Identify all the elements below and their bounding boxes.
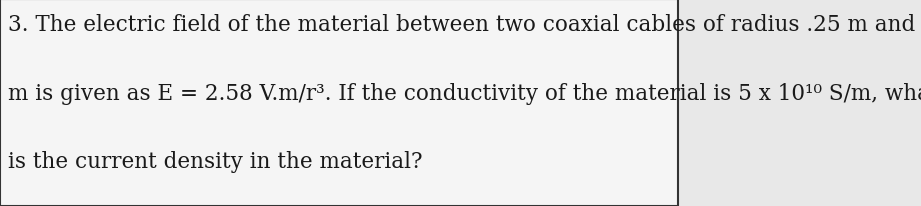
Text: m is given as E = 2.58 V.m/r³. If the conductivity of the material is 5 x 10¹⁰ S: m is given as E = 2.58 V.m/r³. If the co… [8,82,921,104]
Text: 3. The electric field of the material between two coaxial cables of radius .25 m: 3. The electric field of the material be… [8,14,921,36]
FancyBboxPatch shape [0,0,678,206]
Text: is the current density in the material?: is the current density in the material? [8,150,423,172]
